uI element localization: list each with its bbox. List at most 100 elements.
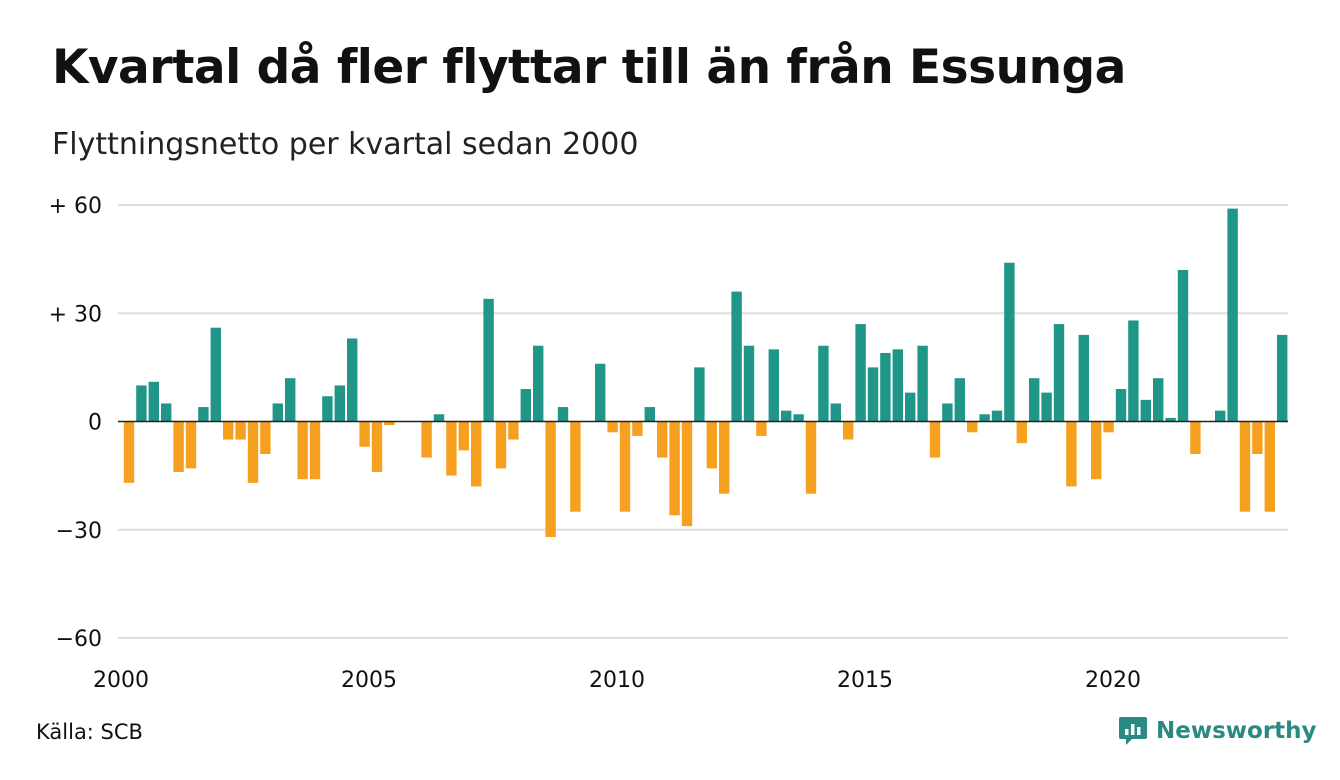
bar [719,421,730,494]
x-axis-ticks: 2000 2005 2010 2015 2020 [93,668,1141,693]
bar [446,421,457,476]
bar [421,421,432,458]
bar [657,421,668,458]
brand-name: Newsworthy [1156,718,1317,744]
y-tick-label: −30 [56,519,102,544]
bar [198,407,209,422]
bar [892,349,903,422]
bar [384,421,395,426]
y-tick-label: −60 [56,627,102,652]
bar [1277,334,1288,422]
bar [508,421,519,440]
bar [1239,421,1251,512]
chart-subtitle: Flyttningsnetto per kvartal sedan 2000 [52,127,639,162]
bar [359,421,370,447]
bar [1153,378,1164,422]
bar [1140,399,1151,422]
bar [991,410,1003,422]
brand-logo[interactable]: Newsworthy [1118,714,1317,748]
bar [917,345,928,422]
bar [1264,421,1275,512]
bars [123,208,1288,537]
bar [309,421,321,480]
bar [805,421,817,494]
bar [458,421,469,451]
bar [1016,421,1027,444]
bar [607,421,618,433]
y-axis-ticks: + 60 + 30 0 −30 −60 [49,194,102,652]
bar [347,338,358,422]
newsworthy-logo-icon [1119,717,1147,745]
bar [570,421,581,512]
bar [706,421,717,469]
bar [1115,389,1127,422]
bar [1053,324,1065,422]
y-tick-label: 0 [88,411,102,436]
x-tick-label: 2015 [837,668,893,693]
bar [471,421,482,487]
bar [247,421,259,483]
bar [123,421,135,483]
bar [954,378,965,422]
bar [1190,421,1201,454]
bar [830,403,841,422]
y-tick-label: + 30 [49,302,102,327]
bar [545,421,556,537]
bar [272,403,283,422]
x-tick-label: 2000 [93,668,149,693]
gridlines [118,204,1288,639]
bar [979,414,990,422]
bar [929,421,941,458]
bar [148,381,159,422]
bar [669,421,680,516]
bar [285,378,296,422]
bar [210,327,221,422]
bar [768,349,779,422]
bar [967,421,978,433]
bar [520,389,531,422]
bar [260,421,271,454]
bar [1078,334,1089,422]
bar [619,421,631,512]
bar [731,291,742,422]
bar [161,403,172,422]
bar [1004,262,1015,422]
bar [681,421,693,527]
bar [793,414,804,422]
bar [136,385,147,422]
bar [322,396,333,422]
bar [1177,269,1189,422]
bar [855,324,866,422]
bar [1066,421,1077,487]
bar [1091,421,1102,480]
bar [1128,320,1139,422]
bar [880,352,891,422]
x-tick-label: 2010 [589,668,645,693]
y-tick-label: + 60 [49,194,102,219]
bar [1029,378,1040,422]
bar [1103,421,1114,433]
bar [1041,392,1052,422]
bar [483,298,494,422]
bar [1252,421,1263,454]
bar [495,421,507,469]
bar [1215,410,1226,422]
bar [942,403,953,422]
bar [644,407,655,422]
bar [557,407,569,422]
x-tick-label: 2020 [1085,668,1141,693]
bar [905,392,916,422]
bar [756,421,767,436]
bar [297,421,308,480]
bar [694,367,705,422]
bar [781,410,792,422]
bar [334,385,345,422]
bar [185,421,197,469]
x-tick-label: 2005 [341,668,397,693]
bar [632,421,643,436]
bar [818,345,829,422]
bar [235,421,246,440]
bar [595,363,606,422]
bar [371,421,383,473]
